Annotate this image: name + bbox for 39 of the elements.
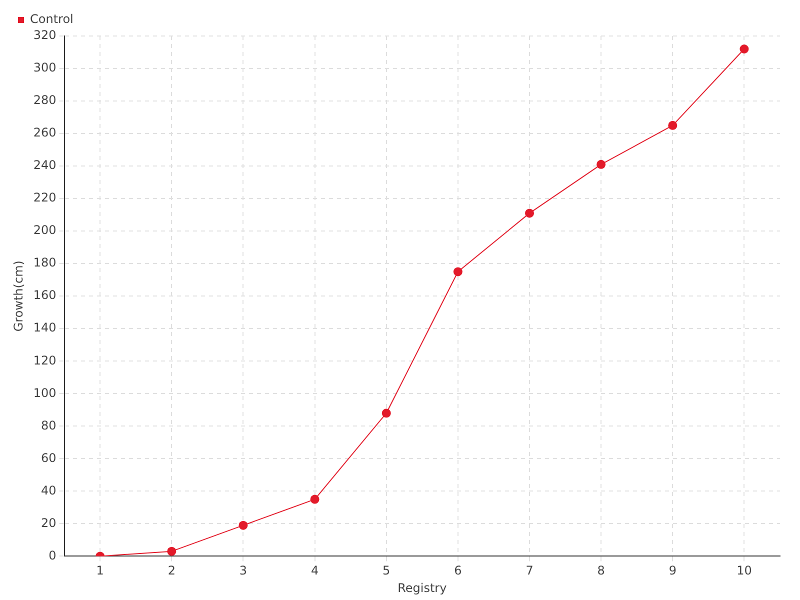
y-tick-label: 0 [48,548,56,562]
x-tick-label: 7 [526,564,534,578]
point [668,120,678,130]
x-tick-label: 6 [454,564,462,578]
y-tick-label: 260 [33,126,56,140]
legend-label: Control [30,12,74,26]
x-tick-label: 5 [382,564,390,578]
x-tick-label: 2 [168,564,176,578]
y-tick-label: 160 [33,288,56,302]
point [740,44,749,54]
y-tick-label: 280 [33,93,56,108]
y-tick-label: 140 [33,320,56,335]
y-tick-label: 60 [41,450,56,465]
x-axis-title: Registry [398,580,447,595]
y-tick-label: 100 [33,386,56,400]
point [596,160,606,169]
x-tick-label: 4 [310,564,319,578]
x-tick-label: 8 [597,564,605,578]
y-tick-label: 20 [41,516,56,530]
x-tick-label: 1 [96,564,104,578]
x-tick-label: 3 [239,564,248,578]
y-tick-label: 180 [33,256,56,270]
y-tick-label: 200 [33,223,56,238]
point [167,546,176,556]
y-tick-label: 80 [41,418,56,432]
point [382,408,391,418]
y-tick-label: 320 [33,28,56,42]
point [310,494,320,504]
x-tick-label: 9 [668,564,676,578]
point [453,267,462,276]
x-tick-label: 10 [736,564,752,578]
y-tick-label: 220 [33,190,56,205]
y-tick-label: 40 [41,483,56,498]
y-axis-title: Growth(cm) [11,260,26,332]
y-tick-label: 300 [33,60,56,75]
point [525,208,534,218]
y-tick-label: 240 [33,158,56,172]
y-tick-label: 120 [33,353,56,368]
point [238,520,248,530]
